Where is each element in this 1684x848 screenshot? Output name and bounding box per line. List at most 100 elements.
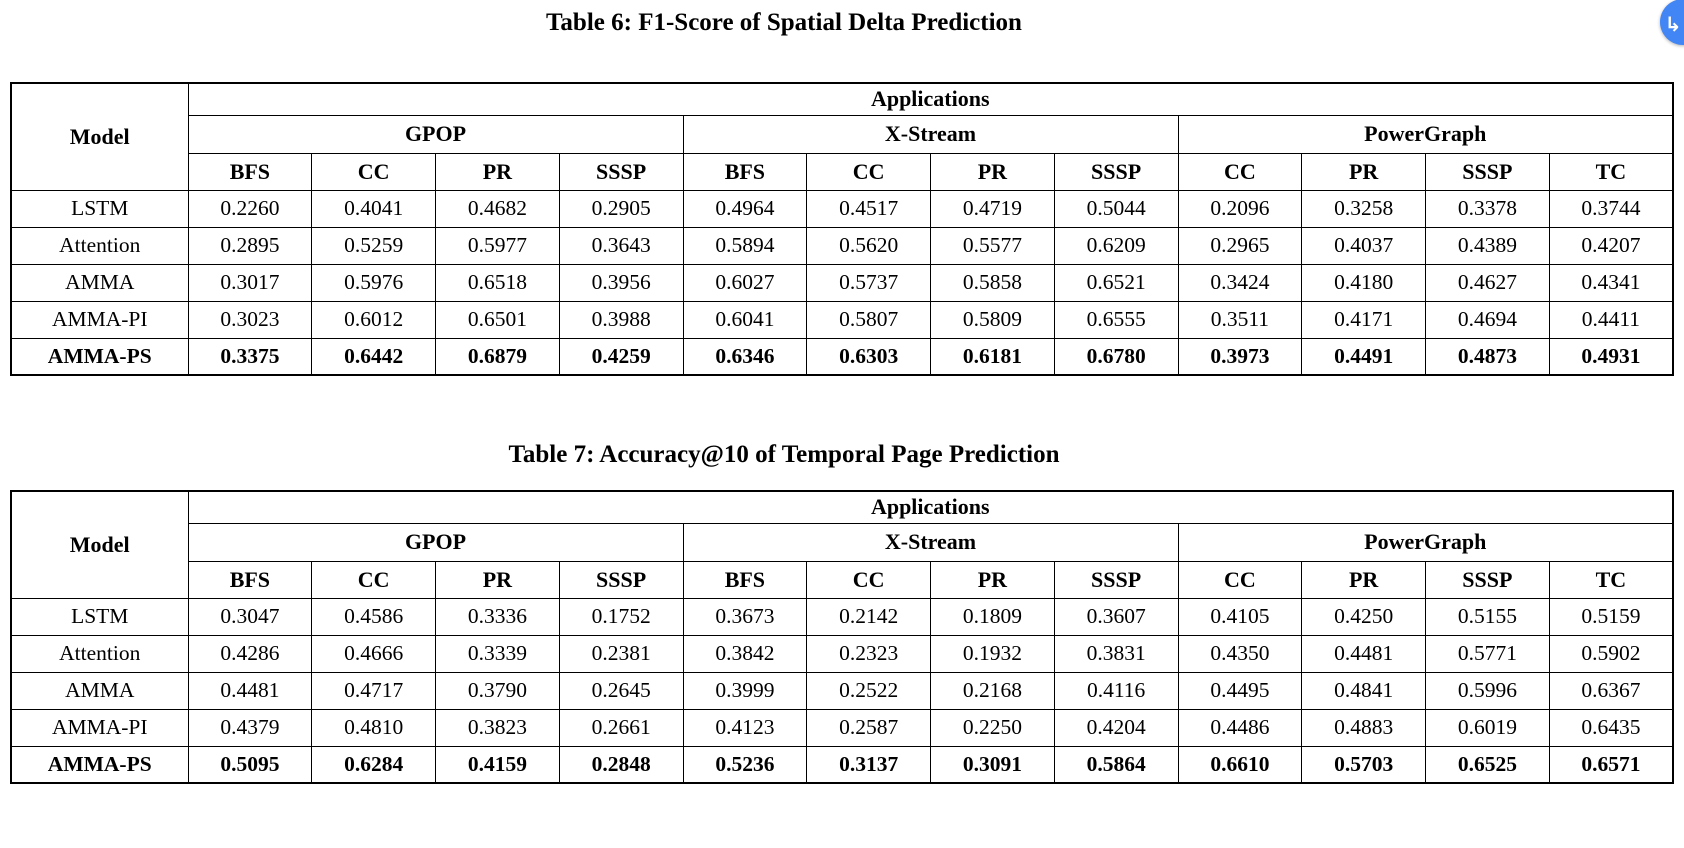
value-cell: 0.6367 [1548, 671, 1674, 710]
value-cell: 0.3511 [1177, 300, 1303, 339]
value-cell: 0.4873 [1425, 337, 1550, 376]
value-cell: 0.6019 [1425, 708, 1550, 747]
value-cell: 0.6780 [1053, 337, 1179, 376]
redirect-arrow-icon: ↳ [1664, 12, 1682, 36]
col-header: BFS [187, 152, 313, 191]
value-cell: 0.5259 [311, 226, 436, 265]
value-cell: 0.4694 [1425, 300, 1550, 339]
value-cell: 0.5858 [930, 263, 1055, 302]
value-cell: 0.4931 [1548, 337, 1674, 376]
model-cell: LSTM [10, 189, 189, 228]
applications-header: Applications [187, 82, 1674, 116]
value-cell: 0.4041 [311, 189, 436, 228]
value-cell: 0.2895 [187, 226, 313, 265]
table-row: AMMA-PS 0.3375 0.6442 0.6879 0.4259 0.6346 0.6… [10, 337, 1674, 376]
col-header: CC [806, 560, 931, 599]
table6-f1-score-spatial-delta: Model Applications GPOP X-Stream PowerGr… [10, 82, 1674, 376]
value-cell: 0.6012 [311, 300, 436, 339]
col-header: SSSP [558, 152, 684, 191]
col-header: PR [435, 560, 560, 599]
model-cell: LSTM [10, 597, 189, 636]
col-header: PR [930, 152, 1055, 191]
value-cell: 0.6501 [435, 300, 560, 339]
value-cell: 0.3339 [435, 634, 560, 673]
value-cell: 0.3790 [435, 671, 560, 710]
value-cell: 0.3375 [187, 337, 313, 376]
value-cell: 0.4964 [682, 189, 808, 228]
col-header: CC [311, 152, 436, 191]
value-cell: 0.3023 [187, 300, 313, 339]
subcolumn-header-row: BFS CC PR SSSP BFS CC PR SSSP CC PR SSSP… [11, 560, 1674, 599]
table-row: AMMA-PS 0.5095 0.6284 0.4159 0.2848 0.5236 0.3… [10, 745, 1674, 784]
value-cell: 0.4810 [311, 708, 436, 747]
table-row: AMMA 0.4481 0.4717 0.3790 0.2645 0.3999 0.2522… [10, 671, 1674, 710]
group-header-gpop: GPOP [187, 522, 684, 562]
group-header-xstream: X-Stream [682, 522, 1179, 562]
value-cell: 0.3956 [558, 263, 684, 302]
value-cell: 0.2645 [558, 671, 684, 710]
value-cell: 0.6442 [311, 337, 436, 376]
value-cell: 0.4350 [1177, 634, 1303, 673]
value-cell: 0.4204 [1053, 708, 1179, 747]
value-cell: 0.3973 [1177, 337, 1303, 376]
value-cell: 0.5977 [435, 226, 560, 265]
value-cell: 0.6571 [1548, 745, 1674, 784]
value-cell: 0.6435 [1548, 708, 1674, 747]
value-cell: 0.3643 [558, 226, 684, 265]
value-cell: 0.4341 [1548, 263, 1674, 302]
value-cell: 0.2848 [558, 745, 684, 784]
value-cell: 0.5155 [1425, 597, 1550, 636]
value-cell: 0.4379 [187, 708, 313, 747]
table-row: AMMA-PI 0.4379 0.4810 0.3823 0.2661 0.4123 0.2… [10, 708, 1674, 747]
col-header: BFS [682, 152, 808, 191]
value-cell: 0.2661 [558, 708, 684, 747]
value-cell: 0.6209 [1053, 226, 1179, 265]
table-row: AMMA 0.3017 0.5976 0.6518 0.3956 0.6027 0.5737… [10, 263, 1674, 302]
value-cell: 0.4717 [311, 671, 436, 710]
col-header: BFS [187, 560, 313, 599]
value-cell: 0.4250 [1301, 597, 1426, 636]
table-row: AMMA-PI 0.3023 0.6012 0.6501 0.3988 0.6041 0.5… [10, 300, 1674, 339]
value-cell: 0.4491 [1301, 337, 1426, 376]
group-header-powergraph: PowerGraph [1177, 522, 1674, 562]
value-cell: 0.6555 [1053, 300, 1179, 339]
value-cell: 0.4486 [1177, 708, 1303, 747]
value-cell: 0.4286 [187, 634, 313, 673]
table-row: LSTM 0.2260 0.4041 0.4682 0.2905 0.4964 0.4517… [10, 189, 1674, 228]
value-cell: 0.2142 [806, 597, 931, 636]
table7-accuracy-temporal-page: Model Applications GPOP X-Stream PowerGr… [10, 490, 1674, 784]
value-cell: 0.2323 [806, 634, 931, 673]
table-row: Attention 0.4286 0.4666 0.3339 0.2381 0.3842 0… [10, 634, 1674, 673]
value-cell: 0.4586 [311, 597, 436, 636]
applications-header: Applications [187, 490, 1674, 524]
model-cell: Attention [10, 634, 189, 673]
value-cell: 0.5809 [930, 300, 1055, 339]
value-cell: 0.4682 [435, 189, 560, 228]
value-cell: 0.4841 [1301, 671, 1426, 710]
value-cell: 0.4517 [806, 189, 931, 228]
value-cell: 0.2522 [806, 671, 931, 710]
col-header: PR [1301, 560, 1426, 599]
value-cell: 0.2168 [930, 671, 1055, 710]
value-cell: 0.5620 [806, 226, 931, 265]
col-header: CC [1177, 560, 1303, 599]
col-header: CC [806, 152, 931, 191]
value-cell: 0.4719 [930, 189, 1055, 228]
value-cell: 0.5044 [1053, 189, 1179, 228]
value-cell: 0.2905 [558, 189, 684, 228]
col-header: CC [311, 560, 436, 599]
group-header-row: GPOP X-Stream PowerGraph [11, 522, 1674, 562]
value-cell: 0.5159 [1548, 597, 1674, 636]
value-cell: 0.6346 [682, 337, 808, 376]
model-cell: AMMA-PI [10, 708, 189, 747]
value-cell: 0.5864 [1053, 745, 1179, 784]
value-cell: 0.2587 [806, 708, 931, 747]
value-cell: 0.3017 [187, 263, 313, 302]
value-cell: 0.5737 [806, 263, 931, 302]
value-cell: 0.6879 [435, 337, 560, 376]
table-row: Attention 0.2895 0.5259 0.5977 0.3643 0.5894 0… [10, 226, 1674, 265]
value-cell: 0.2965 [1177, 226, 1303, 265]
value-cell: 0.4171 [1301, 300, 1426, 339]
translate-float-button[interactable]: ↳ [1660, 0, 1684, 45]
value-cell: 0.3047 [187, 597, 313, 636]
